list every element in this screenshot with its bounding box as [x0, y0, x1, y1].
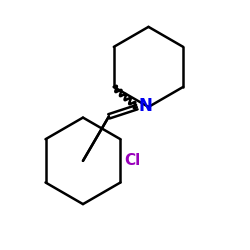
Text: Cl: Cl — [124, 153, 140, 168]
Text: N: N — [138, 97, 152, 115]
